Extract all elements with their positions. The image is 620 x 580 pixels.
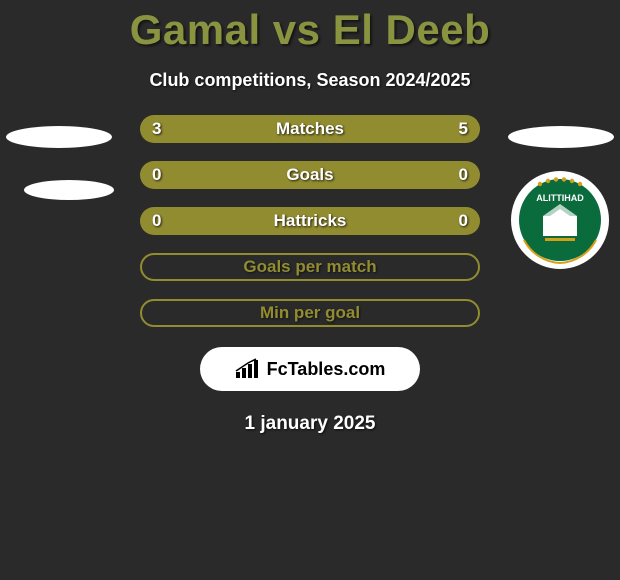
stat-value-right: 0 <box>459 161 468 189</box>
stat-value-right: 0 <box>459 207 468 235</box>
stat-value-left: 0 <box>152 207 161 235</box>
stat-row: Hattricks00 <box>140 207 480 235</box>
fctables-label: FcTables.com <box>267 359 386 380</box>
date-text: 1 january 2025 <box>245 413 376 435</box>
stats-list: Matches35Goals00Hattricks00Goals per mat… <box>0 115 620 327</box>
stat-pill: Goals per match <box>140 253 480 281</box>
stat-fill-right <box>310 161 480 189</box>
stat-fill-right <box>310 207 480 235</box>
chart-icon <box>235 358 261 380</box>
stat-value-left: 3 <box>152 115 161 143</box>
page-title: Gamal vs El Deeb <box>130 6 491 54</box>
stat-pill: Min per goal <box>140 299 480 327</box>
stat-value-right: 5 <box>459 115 468 143</box>
stat-row: Goals00 <box>140 161 480 189</box>
stat-fill-left <box>140 207 310 235</box>
stat-value-left: 0 <box>152 161 161 189</box>
stat-fill-right <box>266 115 480 143</box>
stat-fill-left <box>140 161 310 189</box>
subtitle: Club competitions, Season 2024/2025 <box>149 70 470 91</box>
stat-label: Goals per match <box>243 257 376 277</box>
stat-label: Min per goal <box>260 303 360 323</box>
stat-row: Matches35 <box>140 115 480 143</box>
comparison-card: Gamal vs El Deeb Club competitions, Seas… <box>0 0 620 580</box>
fctables-attribution[interactable]: FcTables.com <box>200 347 420 391</box>
